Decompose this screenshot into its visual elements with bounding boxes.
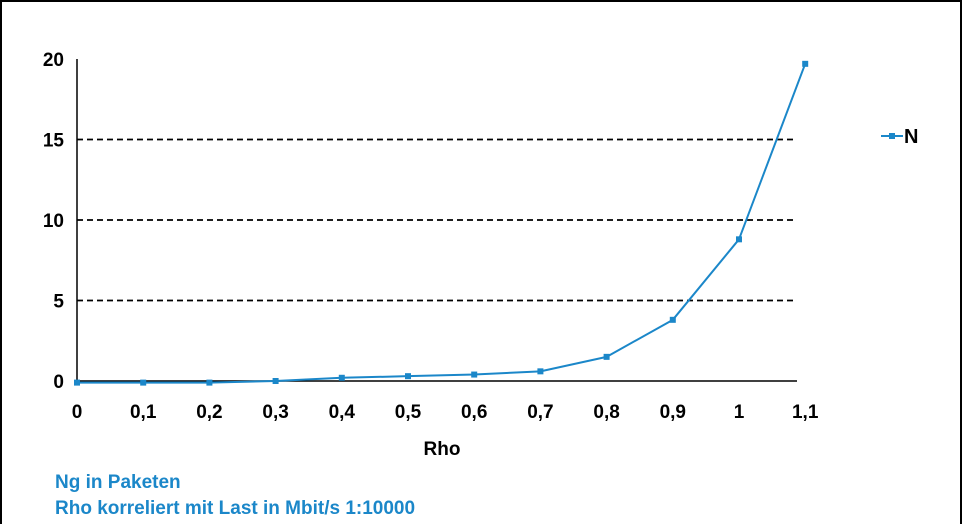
data-point xyxy=(603,353,610,360)
x-tick-label: 0,8 xyxy=(593,402,619,423)
data-point xyxy=(140,379,147,386)
y-tick-label: 5 xyxy=(53,292,64,313)
x-tick-label: 0,2 xyxy=(196,402,222,423)
data-point xyxy=(206,379,213,386)
y-tick-label: 20 xyxy=(43,50,64,71)
y-tick-label: 15 xyxy=(43,131,65,152)
legend-label-n: N xyxy=(904,126,918,148)
x-tick-label: 1 xyxy=(734,402,745,423)
x-tick-label: 0,6 xyxy=(461,402,487,423)
data-point xyxy=(669,316,676,323)
data-point xyxy=(74,379,80,386)
x-tick-label: 0,3 xyxy=(262,402,288,423)
x-tick-label: 0,9 xyxy=(660,402,686,423)
note-line-2: Rho korreliert mit Last in Mbit/s 1:1000… xyxy=(55,498,415,519)
data-point xyxy=(802,60,809,67)
x-tick-labels: 0 0,1 0,2 0,3 0,4 0,5 0,6 0,7 0,8 0,9 1 1,1 xyxy=(72,402,819,423)
gridlines xyxy=(77,138,797,302)
data-point xyxy=(471,371,478,378)
data-point xyxy=(405,373,411,380)
data-point xyxy=(736,236,742,243)
y-tick-label: 10 xyxy=(43,211,64,232)
series-line-n xyxy=(77,63,807,384)
y-tick-label: 0 xyxy=(53,372,64,393)
x-tick-label: 0 xyxy=(72,402,83,423)
data-point xyxy=(537,368,544,375)
x-tick-label: 0,5 xyxy=(395,402,422,423)
note-line-1: Ng in Paketen xyxy=(55,472,181,493)
x-tick-label: 0,1 xyxy=(130,402,157,423)
data-point xyxy=(272,378,279,384)
y-tick-labels: 0 5 10 15 20 xyxy=(43,50,65,393)
legend: N xyxy=(881,126,918,148)
x-tick-label: 0,7 xyxy=(527,402,553,423)
x-tick-label: 0,4 xyxy=(329,402,356,423)
series-layer xyxy=(74,60,809,386)
x-axis-title: Rho xyxy=(424,439,461,460)
data-point xyxy=(338,374,345,381)
legend-marker-n xyxy=(889,133,895,139)
x-tick-label: 1,1 xyxy=(792,402,819,423)
